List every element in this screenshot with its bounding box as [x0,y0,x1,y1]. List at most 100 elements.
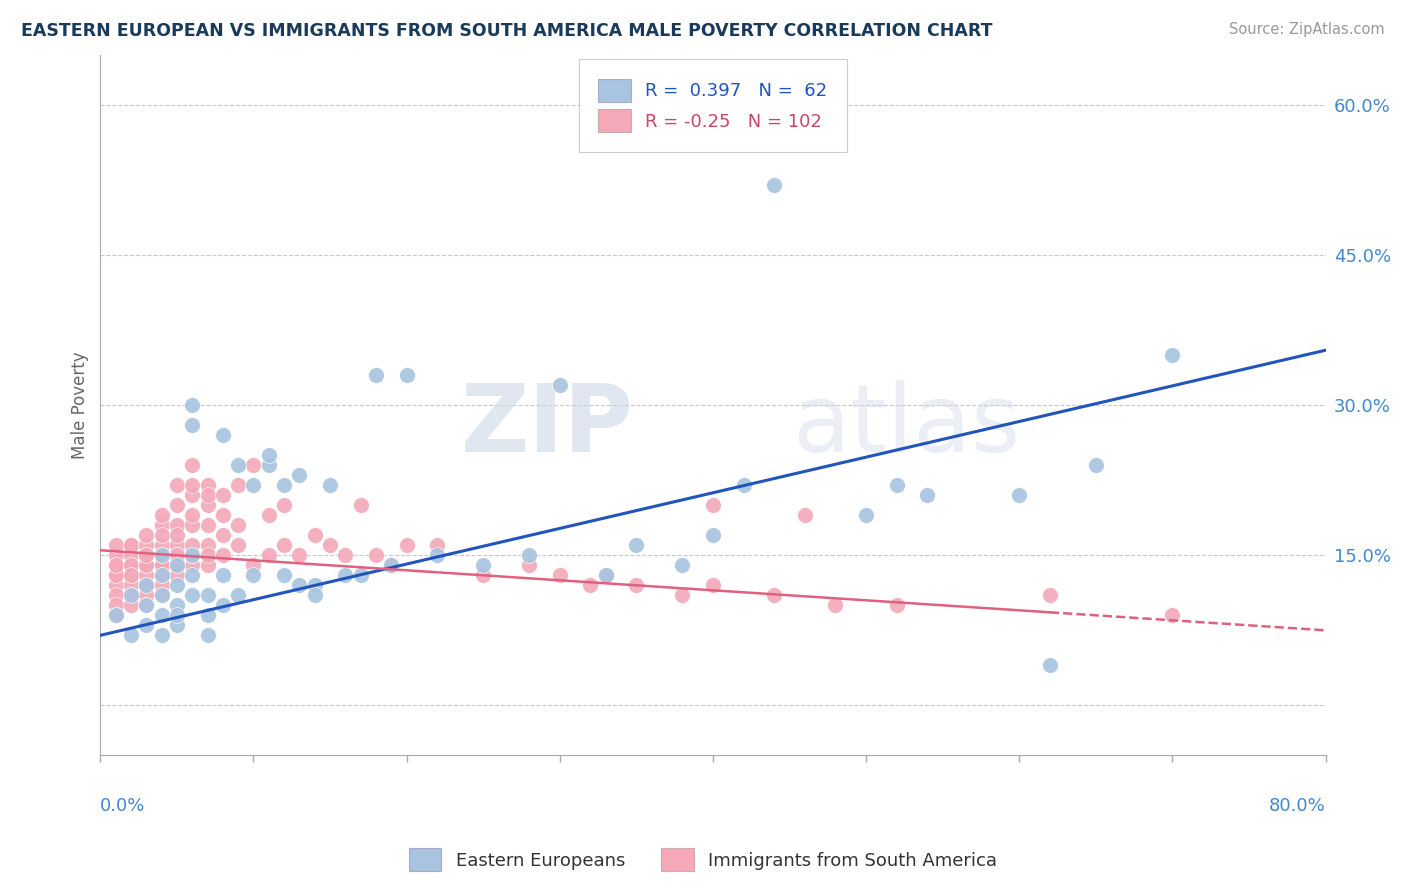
Point [242,568,264,582]
Point [380,558,402,573]
Legend: R =  0.397   N =  62, R = -0.25   N = 102: R = 0.397 N = 62, R = -0.25 N = 102 [583,64,842,146]
Text: Source: ZipAtlas.com: Source: ZipAtlas.com [1229,22,1385,37]
Point [288,578,311,592]
Point [626,578,648,592]
Point [166,549,188,563]
Point [166,528,188,542]
Point [135,549,157,563]
Point [120,558,142,573]
Point [793,508,815,523]
Point [671,588,693,602]
Text: ZIP: ZIP [460,380,633,472]
Point [104,538,127,552]
Point [364,368,387,383]
Point [135,568,157,582]
Point [181,568,204,582]
Point [824,599,846,613]
Point [135,599,157,613]
Point [135,558,157,573]
Point [548,378,571,392]
Point [135,538,157,552]
Point [626,538,648,552]
Point [350,498,373,512]
Point [150,608,173,623]
Point [426,538,449,552]
Point [181,398,204,412]
Point [181,518,204,533]
Point [319,478,342,492]
Point [763,178,786,193]
Point [104,608,127,623]
Point [150,568,173,582]
Point [150,549,173,563]
Point [426,549,449,563]
Point [304,578,326,592]
Point [104,558,127,573]
Point [242,458,264,473]
Point [579,578,602,592]
Point [166,599,188,613]
Point [150,588,173,602]
Point [242,558,264,573]
Point [135,588,157,602]
Point [1039,588,1062,602]
Point [166,568,188,582]
Point [181,458,204,473]
Point [273,538,295,552]
Point [166,538,188,552]
Point [763,588,786,602]
Point [150,528,173,542]
Point [135,528,157,542]
Point [197,549,219,563]
Point [135,599,157,613]
Point [595,568,617,582]
Point [197,628,219,642]
Point [212,599,235,613]
Point [181,588,204,602]
Point [166,478,188,492]
Point [150,518,173,533]
Point [150,578,173,592]
Point [181,488,204,502]
Point [150,508,173,523]
Point [733,478,755,492]
Point [166,549,188,563]
Point [135,549,157,563]
Point [197,488,219,502]
Point [395,368,418,383]
Point [135,578,157,592]
Point [1161,348,1184,362]
Point [120,538,142,552]
Point [120,558,142,573]
Point [1161,608,1184,623]
Point [120,538,142,552]
Point [120,588,142,602]
Point [702,578,724,592]
Point [548,568,571,582]
Point [517,558,540,573]
Point [135,578,157,592]
Point [104,599,127,613]
Point [350,568,373,582]
Point [166,578,188,592]
Point [273,498,295,512]
Point [197,518,219,533]
Point [197,478,219,492]
Point [104,568,127,582]
Point [120,568,142,582]
Point [212,508,235,523]
Point [855,508,877,523]
Point [304,588,326,602]
Point [166,608,188,623]
Point [257,549,280,563]
Point [120,628,142,642]
Legend: Eastern Europeans, Immigrants from South America: Eastern Europeans, Immigrants from South… [402,841,1004,879]
Point [150,568,173,582]
Point [364,549,387,563]
Point [150,538,173,552]
Point [166,558,188,573]
Text: atlas: atlas [793,380,1021,472]
Point [319,538,342,552]
Point [595,568,617,582]
Point [335,568,357,582]
